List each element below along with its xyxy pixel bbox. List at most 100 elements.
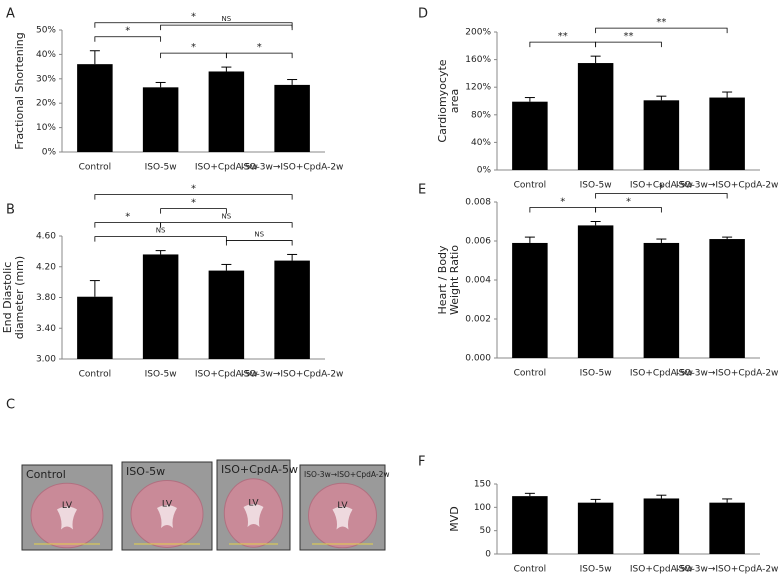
bar <box>512 101 548 170</box>
bar <box>577 225 614 358</box>
significance-bracket <box>94 236 227 242</box>
bar <box>77 296 113 359</box>
y-tick-label: 100 <box>474 503 491 513</box>
significance-label: ** <box>656 17 666 28</box>
y-tick-label: 3.80 <box>36 293 56 303</box>
significance-label: ** <box>624 31 634 42</box>
y-tick-label: 4.60 <box>36 232 56 242</box>
bar <box>274 84 310 152</box>
y-axis-label: diameter (mm) <box>13 256 26 339</box>
significance-bracket <box>529 207 597 213</box>
y-tick-label: 20% <box>36 99 56 109</box>
y-tick-label: 3.00 <box>36 355 56 365</box>
y-axis-label: MVD <box>448 506 461 532</box>
y-tick-label: 50% <box>36 26 56 36</box>
y-tick-label: 3.40 <box>36 324 56 334</box>
significance-label: * <box>191 12 196 23</box>
significance-bracket <box>595 193 728 199</box>
significance-label: ** <box>558 31 568 42</box>
y-tick-label: 120% <box>465 83 491 93</box>
bar <box>208 270 245 359</box>
significance-label: * <box>125 26 130 37</box>
x-tick-label: ISO-3w→ISO+CpdA-2w <box>241 370 344 380</box>
y-tick-label: 0.002 <box>465 315 491 325</box>
x-tick-label: Control <box>514 565 547 574</box>
x-tick-label: ISO-3w→ISO+CpdA-2w <box>676 181 779 191</box>
significance-label: * <box>191 198 196 209</box>
y-tick-label: 0% <box>42 148 57 158</box>
x-tick-label: ISO+CpdA-5w <box>195 163 258 173</box>
significance-bracket <box>595 207 662 213</box>
panel-letter: C <box>6 398 15 413</box>
significance-label: * <box>191 184 196 195</box>
y-axis-label: End Diastolic <box>1 262 14 334</box>
significance-bracket <box>94 222 162 228</box>
x-tick-label: ISO-5w <box>580 369 612 379</box>
x-tick-label: ISO+CpdA-5w <box>630 181 693 191</box>
lumen <box>57 506 77 530</box>
y-tick-label: 0.000 <box>465 354 491 364</box>
region-label: LV <box>162 500 173 510</box>
bar <box>577 63 614 170</box>
y-axis-label: Heart / Body <box>436 245 449 315</box>
panel-letter: A <box>6 7 15 22</box>
significance-label: * <box>626 197 631 208</box>
significance-bracket <box>94 36 162 42</box>
x-tick-label: ISO-5w <box>580 565 612 574</box>
bar <box>142 254 179 359</box>
significance-label: NS <box>254 230 264 238</box>
image-label: ISO-5w <box>126 465 165 478</box>
x-tick-label: ISO-5w <box>145 370 177 380</box>
y-tick-label: 150 <box>474 480 491 490</box>
y-tick-label: 0% <box>477 166 492 176</box>
y-tick-label: 50 <box>480 526 492 536</box>
y-axis-label: Fractional Shortening <box>13 32 26 149</box>
significance-bracket <box>160 24 293 31</box>
significance-label: NS <box>222 15 232 23</box>
significance-label: NS <box>156 227 166 235</box>
significance-bracket <box>595 27 728 34</box>
significance-label: * <box>125 212 130 223</box>
y-tick-label: 0.004 <box>465 276 491 286</box>
y-axis-label: area <box>448 89 461 114</box>
bar <box>208 71 245 152</box>
significance-label: * <box>191 42 196 53</box>
significance-bracket <box>94 194 293 200</box>
panel-letter: F <box>418 455 425 470</box>
significance-bracket <box>529 41 597 48</box>
y-tick-label: 0.008 <box>465 198 491 208</box>
panel-letter: D <box>418 7 428 22</box>
region-label: LV <box>248 499 259 509</box>
significance-bracket <box>160 208 227 214</box>
significance-label: * <box>257 42 262 53</box>
bar <box>643 242 680 358</box>
bar <box>512 242 548 358</box>
significance-label: * <box>659 183 664 194</box>
significance-label: NS <box>222 213 232 221</box>
y-tick-label: 40% <box>471 138 491 148</box>
x-tick-label: ISO+CpdA-5w <box>195 370 258 380</box>
y-tick-label: 30% <box>36 74 56 84</box>
panel-letter: E <box>418 183 426 198</box>
bar <box>643 100 680 170</box>
x-tick-label: ISO-3w→ISO+CpdA-2w <box>676 369 779 379</box>
y-tick-label: 40% <box>36 50 56 60</box>
bar <box>142 87 179 152</box>
significance-label: * <box>560 197 565 208</box>
significance-bracket <box>160 52 227 59</box>
bar <box>643 498 680 554</box>
image-label: ISO-3w→ISO+CpdA-2w <box>304 470 389 479</box>
y-tick-label: 80% <box>471 110 491 120</box>
bar <box>512 496 548 554</box>
image-label: ISO+CpdA-5w <box>221 463 298 476</box>
x-tick-label: ISO-5w <box>580 181 612 191</box>
bar <box>577 502 614 554</box>
x-tick-label: ISO-3w→ISO+CpdA-2w <box>676 565 779 574</box>
x-tick-label: Control <box>514 369 547 379</box>
image-label: Control <box>26 468 66 481</box>
bar <box>274 260 310 359</box>
bar <box>709 97 745 170</box>
y-tick-label: 200% <box>465 28 491 38</box>
